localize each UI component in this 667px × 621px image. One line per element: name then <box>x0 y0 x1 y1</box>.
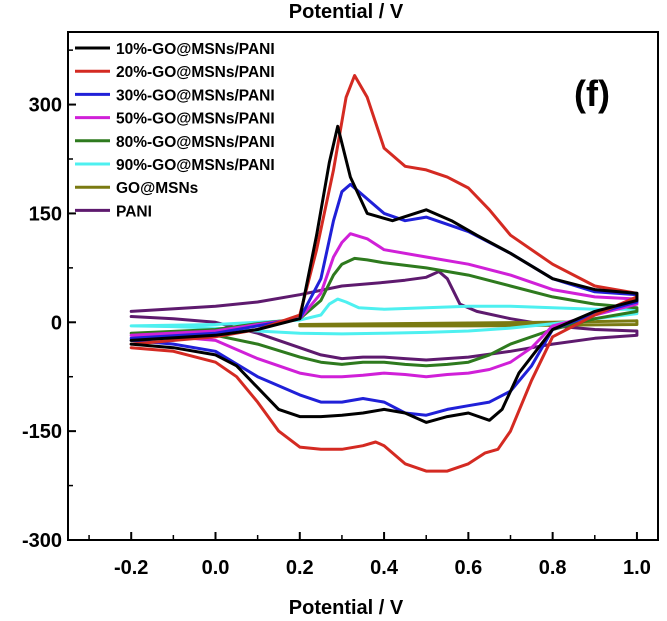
panel-label: (f) <box>574 73 610 114</box>
series-line <box>298 319 639 328</box>
legend-label: 90%-GO@MSNs/PANI <box>116 157 275 174</box>
x-axis-title: Potential / V <box>289 597 404 619</box>
legend-label: 80%-GO@MSNs/PANI <box>116 134 275 151</box>
plot-frame <box>67 31 659 541</box>
legend-label: GO@MSNs <box>116 180 198 197</box>
series-line <box>129 270 639 362</box>
y-tick-label: -300 <box>22 530 62 552</box>
x-tick-label: -0.2 <box>114 557 148 579</box>
y-tick-label: -150 <box>22 421 62 443</box>
legend-label: 10%-GO@MSNs/PANI <box>116 41 275 58</box>
legend-label: 20%-GO@MSNs/PANI <box>116 64 275 81</box>
x-tick-label: 0.0 <box>202 557 230 579</box>
y-tick-label: 0 <box>51 312 62 334</box>
x-tick-label: 0.8 <box>539 557 567 579</box>
x-tick-label: 0.6 <box>454 557 482 579</box>
x-axis: -0.2 0.0 0.2 0.4 0.6 0.8 1.0 <box>88 532 651 579</box>
x-tick-label: 1.0 <box>623 557 651 579</box>
legend-label: 30%-GO@MSNs/PANI <box>116 87 275 104</box>
series-line <box>129 297 639 336</box>
series-line <box>129 124 639 424</box>
y-axis: -300 -150 0 150 300 <box>22 49 76 552</box>
y-tick-label: 150 <box>29 203 62 225</box>
series-line <box>129 74 639 473</box>
legend-label: 50%-GO@MSNs/PANI <box>116 111 275 128</box>
series-line <box>129 256 639 368</box>
legend: 10%-GO@MSNs/PANI 20%-GO@MSNs/PANI 30%-GO@M… <box>75 41 275 220</box>
series-line <box>129 232 639 379</box>
series-lines <box>129 74 639 473</box>
x-tick-label: 0.4 <box>370 557 399 579</box>
y-tick-label: 300 <box>29 95 62 117</box>
x-tick-label: 0.2 <box>286 557 314 579</box>
legend-label: PANI <box>116 203 152 220</box>
top-axis-title: Potential / V <box>289 1 404 23</box>
series-line <box>129 182 639 417</box>
